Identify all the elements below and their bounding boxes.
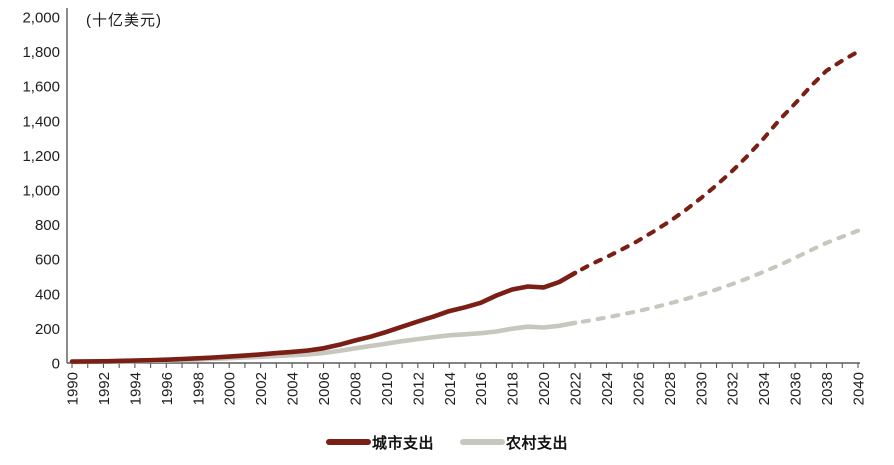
x-tick-label: 2024	[599, 372, 616, 405]
x-tick-label: 1992	[96, 372, 113, 405]
y-axis-unit-label: (十亿美元)	[86, 12, 162, 29]
y-tick-label: 1,200	[22, 148, 60, 165]
x-tick-label: 2020	[536, 372, 553, 405]
x-tick-label: 1990	[65, 372, 82, 405]
x-tick-label: 2022	[568, 372, 585, 405]
series-solid-0	[69, 270, 578, 364]
x-tick-label: 2006	[316, 372, 333, 405]
x-tick-label: 1998	[190, 372, 207, 405]
legend-label-urban: 城市支出	[371, 434, 434, 452]
plot-area: 0 200 400 600 800 1,000 1,200 1,400 1,600 1,800 2,…	[22, 8, 868, 405]
legend-item-urban: 城市支出	[325, 432, 434, 453]
x-tick-label: 1994	[127, 372, 144, 405]
y-tick-label: 1,400	[22, 113, 60, 130]
y-tick-label: 1,000	[22, 183, 60, 200]
series-dashed-1	[572, 228, 861, 325]
rural-line-swatch	[460, 439, 505, 445]
x-tick-label: 2000	[222, 372, 239, 405]
legend-item-rural: 农村支出	[460, 432, 568, 453]
y-tick-label: 1,600	[22, 79, 60, 96]
x-tick-label: 2028	[662, 372, 679, 405]
x-tick-label: 2034	[756, 372, 773, 405]
y-tick-label: 600	[35, 252, 60, 269]
x-tick-label: 2018	[505, 372, 522, 405]
urban-line-swatch	[325, 439, 371, 445]
x-tick-label: 2038	[819, 372, 836, 405]
y-tick-label: 400	[35, 286, 60, 303]
x-tick-label: 2030	[693, 372, 710, 405]
x-tick-label: 2026	[630, 372, 647, 405]
y-tick-label: 200	[35, 321, 60, 338]
x-tick-label: 2010	[379, 372, 396, 405]
y-tick-label: 2,000	[22, 10, 60, 27]
legend-label-rural: 农村支出	[506, 434, 569, 452]
x-tick-label: 2036	[788, 372, 805, 405]
x-tick-label: 2012	[410, 372, 427, 405]
x-tick-label: 2004	[285, 372, 302, 405]
x-tick-label: 2032	[725, 372, 742, 405]
x-tick-label: 2040	[851, 372, 868, 405]
y-tick-label: 1,800	[22, 44, 60, 61]
x-tick-label: 2014	[442, 372, 459, 405]
legend: 城市支出 农村支出	[0, 429, 894, 455]
x-tick-label: 2002	[253, 372, 270, 405]
series-solid-1	[69, 320, 578, 365]
x-tick-label: 1996	[159, 372, 176, 405]
x-tick-label: 2016	[473, 372, 490, 405]
series-dashed-0	[572, 49, 861, 276]
y-tick-label: 800	[35, 217, 60, 234]
x-tick-label: 2008	[347, 372, 364, 405]
y-tick-label: 0	[52, 356, 60, 373]
